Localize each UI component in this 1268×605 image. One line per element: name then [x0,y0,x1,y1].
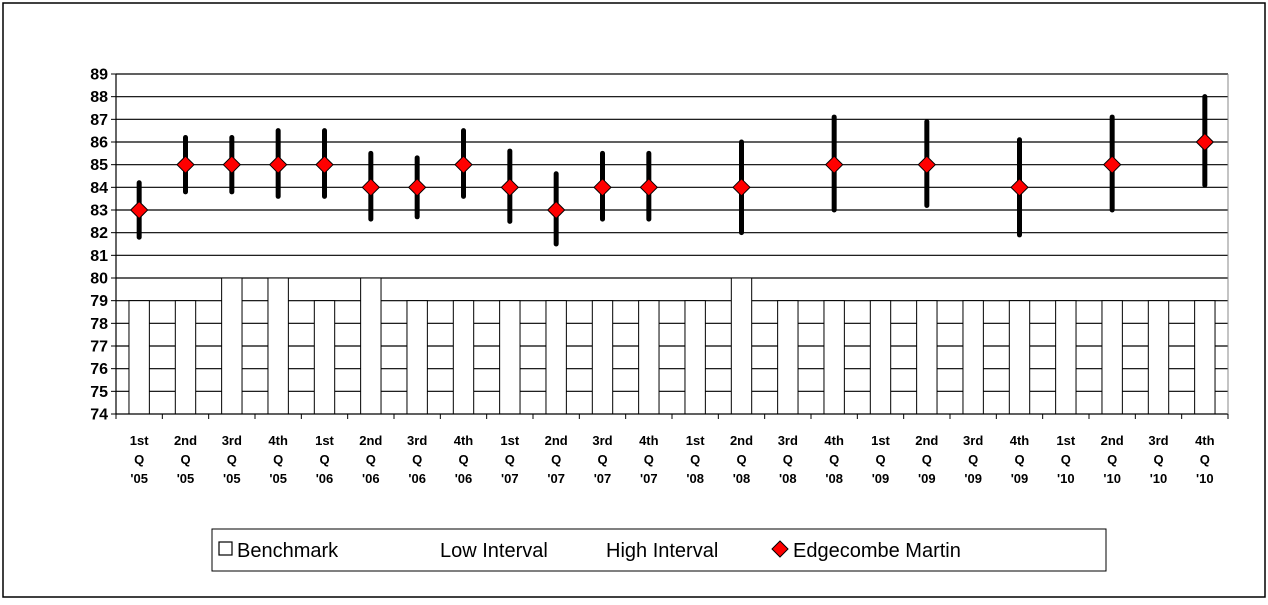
y-axis-ticks: 74 75 76 77 78 79 80 81 82 83 84 85 86 87 88 89 [90,67,108,424]
y-tick-label: 78 [90,316,108,333]
edgecombe-marker [129,200,149,220]
edgecombe-marker [407,178,427,197]
y-tick-label: 80 [90,271,108,288]
edgecombe-marker [361,178,381,197]
edgecombe-marker [315,155,334,174]
x-tick-label: 4th Q '07 [639,433,659,486]
legend-high-interval-label: High Interval [606,540,718,562]
edgecombe-marker [176,155,195,174]
x-tick-label: 3rd Q '08 [778,433,798,486]
benchmark-bar [1147,300,1170,415]
benchmark-bar [267,277,289,415]
edgecombe-marker [824,155,844,174]
benchmark-bar [1101,300,1123,415]
y-tick-label: 89 [90,67,108,84]
edgecombe-marker [546,200,566,220]
x-tick-label: 1st Q '06 [315,433,334,486]
x-tick-label: 1st Q '05 [130,433,149,486]
edgecombe-markers [129,132,1215,220]
benchmark-bars [128,277,1216,415]
x-tick-label: 4th Q '05 [268,433,288,486]
edgecombe-marker [268,155,288,174]
benchmark-bar [360,277,382,415]
x-tick-label: 4th Q '09 [1010,433,1030,486]
legend-benchmark-swatch [218,541,233,556]
edgecombe-marker [1010,178,1029,197]
benchmark-bar [1008,300,1031,415]
benchmark-bar [730,277,753,415]
benchmark-bar [869,300,892,415]
x-tick-label: 4th Q '06 [454,433,474,486]
x-tick-label: 1st Q '07 [500,433,519,486]
x-tick-label: 4th Q '10 [1195,433,1215,486]
y-tick-label: 85 [90,157,108,174]
edgecombe-marker [454,155,473,174]
benchmark-bar [684,300,706,415]
x-tick-label: 1st Q '10 [1056,433,1075,486]
y-tick-label: 86 [90,135,108,152]
y-tick-label: 84 [90,180,108,197]
y-tick-label: 77 [90,339,108,356]
edgecombe-marker [732,178,751,197]
benchmark-bar [1194,300,1216,415]
edgecombe-marker [222,155,242,174]
x-tick-label: 3rd Q '05 [222,433,242,486]
x-tick-label: 2nd Q '05 [174,433,197,486]
x-tick-label: 3rd Q '09 [963,433,983,486]
y-tick-label: 75 [90,384,108,401]
x-tick-label: 2nd Q '08 [730,433,753,486]
benchmark-bar [823,300,845,415]
benchmark-bar [591,300,614,415]
x-tick-label: 2nd Q '07 [545,433,568,486]
legend-box [211,528,1107,572]
legend: Benchmark Low Interval High Interval Edg… [211,528,1107,572]
y-tick-label: 81 [90,248,108,265]
benchmark-bar [962,300,984,415]
benchmark-bar [545,300,567,415]
benchmark-bar [174,300,197,415]
edgecombe-marker [639,178,659,197]
benchmark-bar [638,300,660,415]
edgecombe-marker [1195,132,1215,152]
axes [111,73,1229,419]
x-axis-ticks: 1st Q '05 2nd Q '05 3rd Q '05 4th Q '05 1st Q '06 2nd Q '… [130,433,1215,486]
y-tick-label: 79 [90,293,108,310]
x-tick-label: 2nd Q '10 [1101,433,1124,486]
x-tick-label: 3rd Q '06 [407,433,427,486]
benchmark-bar [1055,300,1077,415]
x-tick-label: 2nd Q '06 [359,433,382,486]
benchmark-bar [499,300,521,415]
edgecombe-marker [500,178,520,197]
edgecombe-marker [593,178,612,197]
benchmark-bar [128,300,150,415]
edgecombe-marker [917,155,937,174]
benchmark-bar [777,300,799,415]
gridlines [116,73,1228,392]
y-tick-label: 74 [90,407,108,424]
legend-low-interval-label: Low Interval [440,540,548,562]
benchmark-bar [221,277,243,415]
edgecombe-marker [1102,155,1122,174]
y-tick-label: 88 [90,89,108,106]
legend-benchmark-label: Benchmark [237,540,339,562]
y-tick-label: 76 [90,361,108,378]
x-tick-label: 1st Q '09 [871,433,890,486]
y-tick-label: 82 [90,225,108,242]
x-tick-label: 3rd Q '07 [592,433,612,486]
y-tick-label: 87 [90,112,108,129]
legend-edgecombe-marker [771,540,789,558]
x-tick-label: 4th Q '08 [824,433,844,486]
benchmark-bar [313,300,336,415]
benchmark-bar [916,300,938,415]
x-tick-label: 1st Q '08 [686,433,705,486]
x-tick-label: 3rd Q '10 [1148,433,1168,486]
y-tick-label: 83 [90,203,108,220]
x-tick-label: 2nd Q '09 [915,433,938,486]
benchmark-bar [452,300,475,415]
benchmark-bar [406,300,428,415]
legend-edgecombe-label: Edgecombe Martin [793,540,961,562]
